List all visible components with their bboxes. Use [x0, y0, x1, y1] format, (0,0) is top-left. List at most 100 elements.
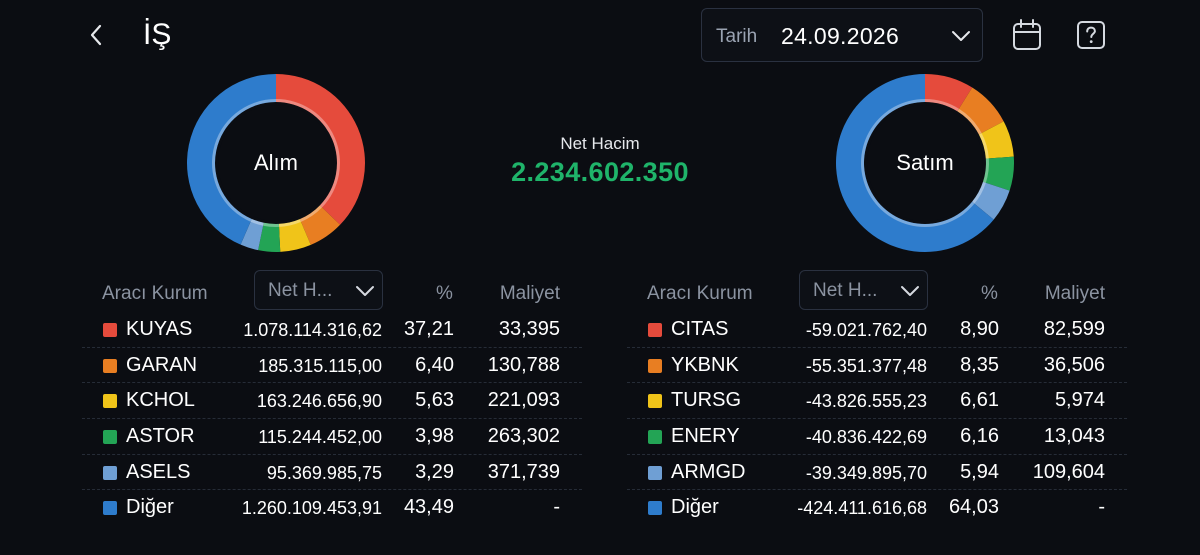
- percent: 8,90: [960, 318, 999, 340]
- cost: 36,506: [1043, 353, 1105, 376]
- net-volume: -40.836.422,69: [805, 427, 927, 448]
- net-volume: -39.349.895,70: [805, 462, 927, 483]
- sell-sort-dropdown[interactable]: Net H...: [799, 270, 928, 310]
- table-row[interactable]: KUYAS 1.078.114.316,62 37,21 33,395: [82, 312, 582, 348]
- color-swatch: [648, 358, 662, 373]
- table-row[interactable]: GARAN 185.315.115,00 6,40 130,788: [82, 348, 582, 384]
- page-title: İŞ: [143, 18, 172, 51]
- broker-name: YKBNK: [671, 353, 739, 376]
- color-swatch: [103, 323, 117, 337]
- table-row[interactable]: CITAS -59.021.762,40 8,90 82,599: [627, 312, 1127, 348]
- broker-name: ASELS: [126, 460, 191, 483]
- net-volume: 1.260.109.453,91: [241, 498, 382, 519]
- net-volume-label: Net Hacim: [560, 134, 640, 153]
- color-swatch: [103, 358, 117, 373]
- table-row[interactable]: ASELS 95.369.985,75 3,29 371,739: [82, 455, 582, 491]
- cost: -: [553, 496, 560, 519]
- date-dropdown[interactable]: Tarih 24.09.2026: [701, 8, 983, 62]
- table-row[interactable]: ENERY -40.836.422,69 6,16 13,043: [627, 419, 1127, 455]
- net-volume: 95.369.985,75: [266, 462, 382, 483]
- broker-name: CITAS: [671, 318, 729, 340]
- help-button[interactable]: [1075, 19, 1107, 51]
- percent: 37,21: [403, 318, 454, 340]
- percent: 6,61: [960, 389, 999, 412]
- column-header-broker: Aracı Kurum: [647, 283, 753, 304]
- donut-slice-astor: [258, 222, 281, 252]
- net-volume: -59.021.762,40: [805, 320, 927, 340]
- color-swatch: [648, 323, 662, 337]
- color-swatch: [103, 501, 117, 516]
- help-icon: [1077, 21, 1105, 49]
- date-label: Tarih: [716, 26, 758, 47]
- chevron-down-icon: [356, 286, 374, 296]
- donut-slice-tursg: [978, 121, 1014, 159]
- net-volume: 163.246.656,90: [256, 391, 382, 412]
- color-swatch: [103, 394, 117, 409]
- date-value: 24.09.2026: [781, 23, 900, 49]
- chevron-down-icon: [901, 286, 919, 296]
- donut-slice-armgd: [972, 181, 1010, 220]
- sell-table-header: Aracı Kurum Net H... % Maliyet: [627, 270, 1127, 312]
- table-row[interactable]: Diğer -424.411.616,68 64,03 -: [627, 490, 1127, 526]
- table-row[interactable]: Diğer 1.260.109.453,91 43,49 -: [82, 490, 582, 526]
- back-button[interactable]: [84, 22, 110, 48]
- sell-donut-svg: [836, 74, 1014, 252]
- donut-slice-enery: [982, 156, 1014, 191]
- percent: 5,94: [960, 460, 999, 483]
- color-swatch: [648, 430, 662, 445]
- percent: 43,49: [403, 496, 454, 519]
- donut-rim-garan: [299, 205, 323, 222]
- color-swatch: [648, 394, 662, 409]
- table-row[interactable]: TURSG -43.826.555,23 6,61 5,974: [627, 383, 1127, 420]
- calendar-button[interactable]: [1011, 18, 1043, 52]
- net-volume: -43.826.555,23: [805, 391, 927, 412]
- percent: 3,98: [415, 425, 454, 448]
- broker-name: ASTOR: [126, 425, 195, 448]
- donut-rim-enery: [982, 158, 989, 183]
- donut-slice-diğer: [836, 74, 994, 252]
- column-header-cost: Maliyet: [499, 283, 560, 304]
- table-row[interactable]: ARMGD -39.349.895,70 5,94 109,604: [627, 455, 1127, 491]
- chevron-down-icon: [952, 31, 970, 41]
- donut-rim-ykbnk: [957, 108, 982, 135]
- cost: 33,395: [498, 318, 560, 340]
- chevron-left-icon: [90, 24, 102, 46]
- broker-name: KCHOL: [126, 389, 195, 412]
- cost: 13,043: [1043, 425, 1105, 448]
- donut-rim-asels: [250, 218, 264, 226]
- broker-name: TURSG: [671, 389, 741, 412]
- buy-table-header: Aracı Kurum Net H... % Maliyet: [82, 270, 582, 312]
- donut-hole: [218, 105, 334, 221]
- table-row[interactable]: YKBNK -55.351.377,48 8,35 36,506: [627, 348, 1127, 384]
- net-volume: -55.351.377,48: [805, 355, 927, 376]
- calendar-icon: [1013, 19, 1041, 50]
- percent: 5,63: [415, 389, 454, 412]
- percent: 6,40: [415, 353, 454, 376]
- cost: -: [1098, 496, 1105, 519]
- net-volume-value: 2.234.602.350: [511, 157, 689, 187]
- table-row[interactable]: KCHOL 163.246.656,90 5,63 221,093: [82, 383, 582, 420]
- broker-name: GARAN: [126, 353, 198, 376]
- sort-label: Net H...: [813, 280, 878, 301]
- buy-table-body: KUYAS 1.078.114.316,62 37,21 33,395 GARAN 185…: [82, 312, 582, 526]
- donut-rim-tursg: [978, 133, 989, 159]
- buy-donut-svg: [186, 74, 365, 252]
- table-row[interactable]: ASTOR 115.244.452,00 3,98 263,302: [82, 419, 582, 455]
- donut-rim-citas: [925, 99, 959, 112]
- broker-name: Diğer: [126, 496, 174, 519]
- cost: 5,974: [1054, 389, 1105, 412]
- buy-sort-dropdown[interactable]: Net H...: [254, 270, 383, 310]
- donut-slice-kchol: [278, 219, 311, 252]
- color-swatch: [648, 465, 662, 480]
- cost: 82,599: [1043, 318, 1105, 340]
- sort-label: Net H...: [268, 280, 333, 301]
- cost: 221,093: [487, 389, 560, 412]
- color-swatch: [648, 501, 662, 516]
- donut-hole: [867, 105, 983, 221]
- color-swatch: [103, 430, 117, 445]
- broker-name: ARMGD: [671, 460, 746, 483]
- broker-name: ENERY: [671, 425, 740, 448]
- buy-table: Aracı Kurum Net H... % Maliyet KUYAS 1.07…: [82, 270, 582, 526]
- net-volume: 115.244.452,00: [258, 427, 382, 448]
- donut-slice-ykbnk: [957, 87, 1004, 135]
